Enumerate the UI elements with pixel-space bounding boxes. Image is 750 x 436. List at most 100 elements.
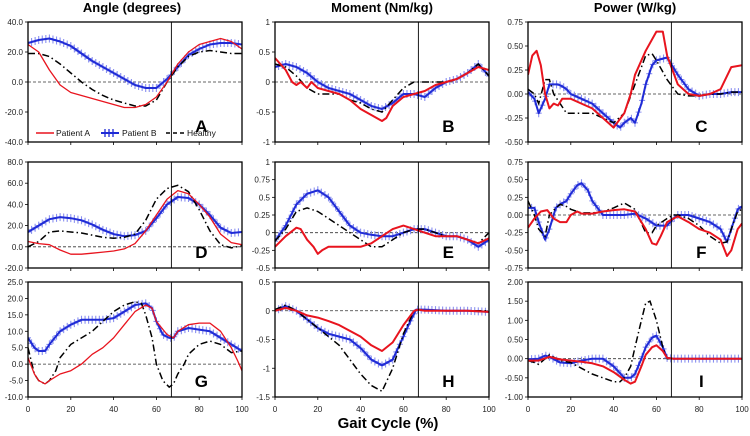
y-tick-label: -0.5 xyxy=(256,108,270,117)
y-tick-label: 0.5 xyxy=(259,278,271,287)
series-patient-a xyxy=(528,208,742,257)
y-tick-label: 1.50 xyxy=(507,297,523,306)
line-patient-a xyxy=(528,344,742,385)
y-tick-label: 0.0 xyxy=(12,243,24,252)
plot-frame xyxy=(274,281,490,398)
y-tick-label: -0.25 xyxy=(505,114,524,123)
column-title-power: Power (W/kg) xyxy=(594,0,676,15)
x-tick-label: 0 xyxy=(273,405,278,414)
y-tick-label: 40.0 xyxy=(7,200,23,209)
y-tick-label: 5.0 xyxy=(12,344,24,353)
plot-frame xyxy=(527,281,743,398)
line-patient-a xyxy=(275,306,489,352)
legend-label: Patient A xyxy=(56,128,90,138)
series-healthy xyxy=(275,207,489,248)
y-tick-label: 0.25 xyxy=(507,66,523,75)
y-tick-label: -0.25 xyxy=(252,246,271,255)
series-patient-a xyxy=(28,304,242,385)
panel-f: 0.75 0.50 0.25 0.00 -0.25 -0.50 -0.75 F xyxy=(505,158,743,273)
line-healthy xyxy=(28,49,242,107)
line-patient-a xyxy=(28,304,242,385)
line-healthy xyxy=(528,200,742,245)
panel-letter: H xyxy=(442,372,454,391)
y-tick-label: -0.5 xyxy=(256,264,270,273)
x-tick-label: 20 xyxy=(313,405,322,414)
panel-i: 2.00 1.50 1.00 0.50 0.00 -0.50 -1.000 20 40 60 80 1… xyxy=(505,278,749,414)
plot-frame xyxy=(527,21,743,143)
y-tick-label: 0 xyxy=(266,307,271,316)
x-tick-label: 40 xyxy=(609,405,618,414)
y-tick-label: 0.5 xyxy=(259,193,271,202)
y-tick-label: 0 xyxy=(266,78,271,87)
panel-letter: D xyxy=(195,243,207,262)
plot-frame xyxy=(274,161,490,269)
series-healthy xyxy=(28,300,242,389)
line-patient-b xyxy=(28,302,242,352)
line-patient-a xyxy=(275,57,489,122)
x-tick-label: 60 xyxy=(652,405,661,414)
line-healthy xyxy=(275,207,489,248)
plot-frame xyxy=(27,161,243,269)
y-tick-label: -0.50 xyxy=(505,374,524,383)
series-healthy xyxy=(28,184,242,249)
plot-frame xyxy=(27,21,243,143)
column-title-moment: Moment (Nm/kg) xyxy=(331,0,433,15)
series-patient-a xyxy=(275,306,489,352)
patient-b-marker xyxy=(739,202,742,211)
series-patient-b xyxy=(28,192,242,241)
panel-letter: E xyxy=(443,243,454,262)
x-tick-label: 80 xyxy=(195,405,204,414)
x-tick-label: 0 xyxy=(526,405,531,414)
line-healthy xyxy=(28,300,242,389)
y-tick-label: 1.00 xyxy=(507,316,523,325)
x-tick-label: 60 xyxy=(399,405,408,414)
x-tick-label: 80 xyxy=(442,405,451,414)
panel-d: 80.0 60.0 40.0 20.0 0.0 -20.0 D xyxy=(5,158,243,273)
column-title-angle: Angle (degrees) xyxy=(83,0,181,15)
patient-b-marker xyxy=(275,237,278,246)
patient-b-marker xyxy=(486,72,489,80)
panel-letter: G xyxy=(195,372,208,391)
series-patient-b xyxy=(528,331,742,382)
y-tick-label: 20.0 xyxy=(7,294,23,303)
series-healthy xyxy=(528,52,742,124)
y-tick-label: -1.5 xyxy=(256,393,270,402)
y-tick-label: 0.75 xyxy=(254,176,270,185)
line-patient-b xyxy=(528,56,742,129)
y-tick-label: 0.00 xyxy=(507,90,523,99)
x-tick-label: 100 xyxy=(735,405,749,414)
y-tick-label: -1.00 xyxy=(505,393,524,402)
line-patient-b xyxy=(528,182,742,243)
line-patient-a xyxy=(528,208,742,257)
plot-frame xyxy=(27,281,243,398)
series-patient-b xyxy=(28,34,242,92)
line-patient-a xyxy=(528,30,742,129)
y-tick-label: 0.25 xyxy=(507,193,523,202)
y-tick-label: 0.75 xyxy=(507,18,523,27)
legend-label: Healthy xyxy=(187,128,217,138)
series-patient-a xyxy=(28,189,242,255)
y-tick-label: 0.50 xyxy=(507,176,523,185)
legend-label: Patient B xyxy=(122,128,157,138)
series-patient-a xyxy=(275,224,489,255)
series-patient-a xyxy=(275,57,489,122)
y-tick-label: 0.0 xyxy=(12,78,24,87)
x-tick-label: 20 xyxy=(66,405,75,414)
y-tick-label: 20.0 xyxy=(7,48,23,57)
series-healthy xyxy=(528,300,742,383)
line-healthy xyxy=(528,300,742,383)
series-patient-a xyxy=(528,30,742,129)
x-tick-label: 40 xyxy=(109,405,118,414)
x-tick-label: 20 xyxy=(566,405,575,414)
patient-b-marker xyxy=(28,333,31,342)
y-tick-label: -5.0 xyxy=(9,377,23,386)
y-tick-label: 0 xyxy=(266,229,271,238)
x-axis-label: Gait Cycle (%) xyxy=(338,415,439,432)
y-tick-label: 0.50 xyxy=(507,42,523,51)
panel-letter: B xyxy=(442,117,454,136)
panel-letter: F xyxy=(696,243,706,262)
y-tick-label: -0.5 xyxy=(256,336,270,345)
y-tick-label: 1 xyxy=(266,18,271,27)
